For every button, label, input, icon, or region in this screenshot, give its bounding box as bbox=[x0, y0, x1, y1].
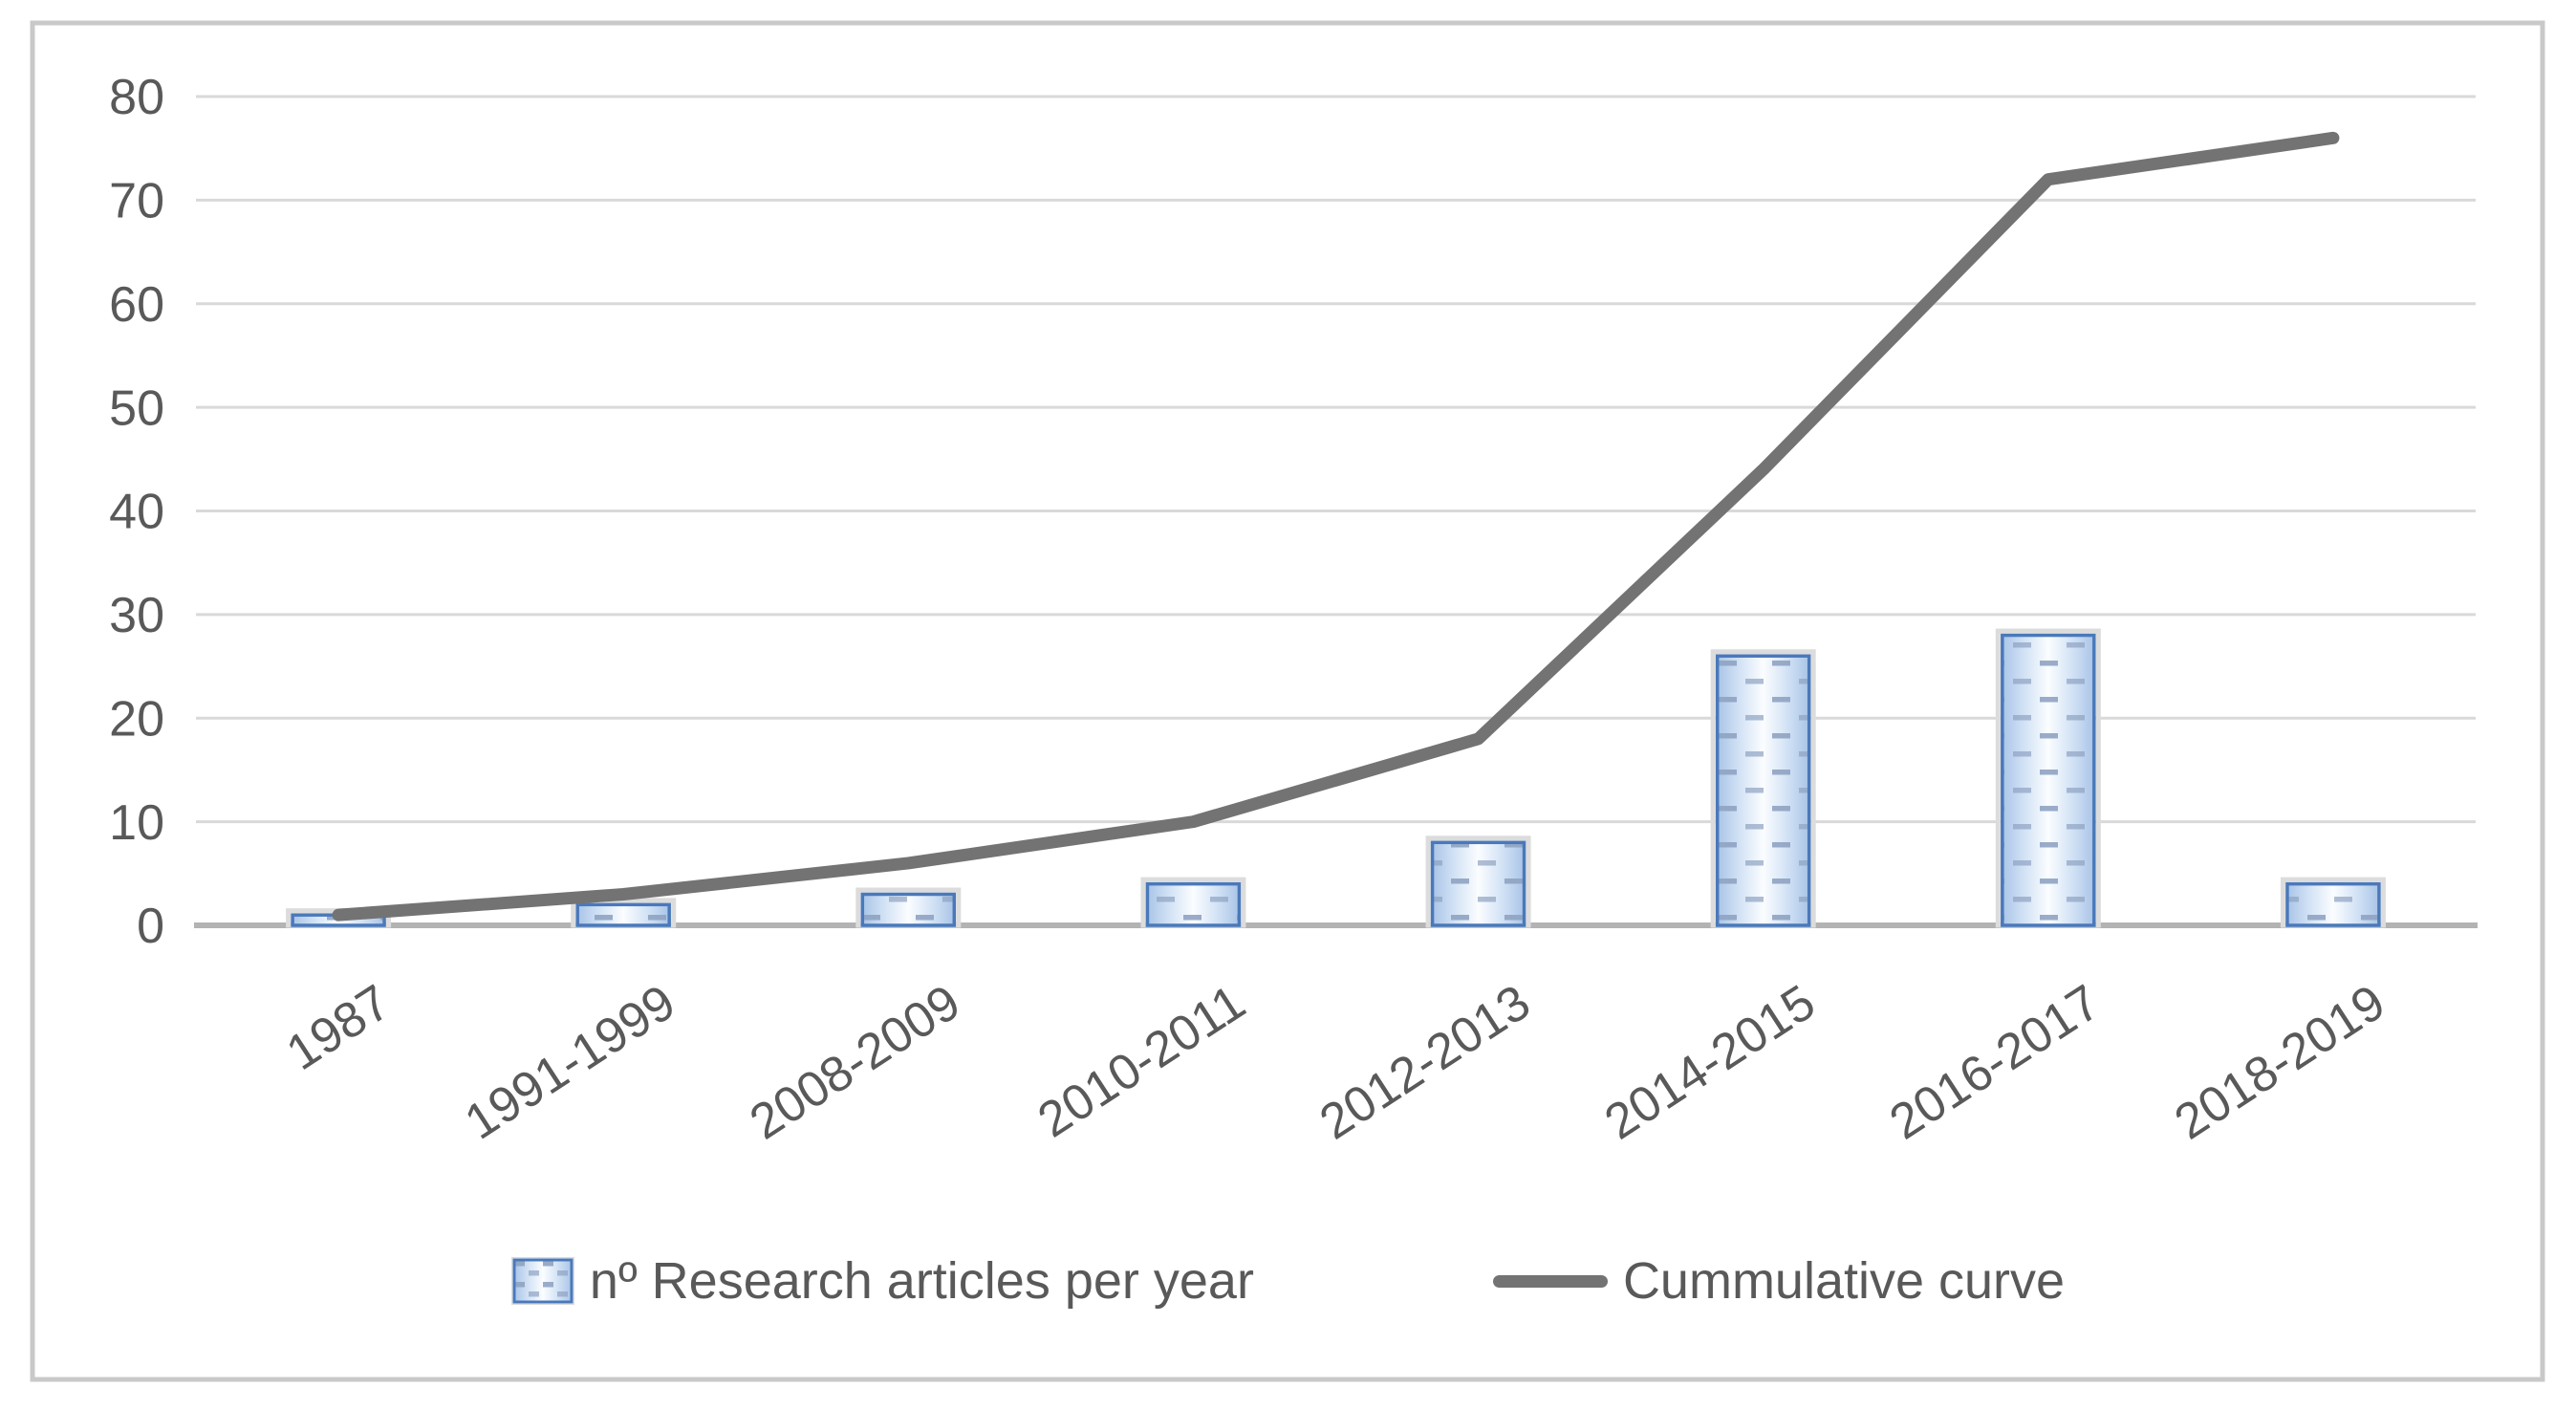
bar-border bbox=[2285, 881, 2381, 927]
y-tick-label-50: 50 bbox=[109, 380, 164, 436]
bar-2018-2019 bbox=[2280, 877, 2386, 928]
bar-border bbox=[1145, 881, 1242, 927]
bar-border bbox=[2001, 633, 2096, 927]
bar-2010-2011 bbox=[1140, 877, 1246, 928]
bar-2016-2017 bbox=[1995, 628, 2101, 928]
legend: nº Research articles per year Cummulativ… bbox=[38, 1241, 2538, 1321]
swatch-border bbox=[512, 1258, 574, 1304]
cumulative-line bbox=[332, 131, 2340, 922]
bar-border bbox=[860, 892, 957, 927]
bar-pattern bbox=[1432, 842, 1525, 925]
y-tick-label-30: 30 bbox=[109, 588, 164, 643]
y-tick-label-70: 70 bbox=[109, 174, 164, 229]
swatch-outline bbox=[510, 1257, 574, 1305]
bar-pattern bbox=[862, 894, 955, 925]
y-tick-label-20: 20 bbox=[109, 691, 164, 747]
bar-border bbox=[575, 902, 671, 927]
bar-pattern bbox=[2002, 635, 2094, 925]
bar-pattern bbox=[577, 904, 670, 925]
legend-label-bars: nº Research articles per year bbox=[589, 1252, 1254, 1310]
bar-2008-2009 bbox=[855, 887, 962, 928]
swatch-pattern bbox=[513, 1260, 572, 1302]
bar-2012-2013 bbox=[1425, 835, 1531, 928]
y-tick-label-80: 80 bbox=[109, 70, 164, 125]
legend-item-bars: nº Research articles per year bbox=[510, 1251, 1254, 1311]
bar-pattern bbox=[1147, 883, 1240, 925]
bar-border bbox=[1430, 840, 1526, 927]
y-tick-label-40: 40 bbox=[109, 485, 164, 540]
y-tick-label-10: 10 bbox=[109, 795, 164, 851]
bar-2014-2015 bbox=[1710, 649, 1816, 928]
bar-border bbox=[1715, 654, 1811, 927]
bar-1991-1999 bbox=[571, 898, 677, 928]
y-tick-label-60: 60 bbox=[109, 277, 164, 333]
bar-pattern bbox=[1717, 656, 1809, 925]
bar-pattern bbox=[2286, 883, 2379, 925]
legend-label-line: Cummulative curve bbox=[1622, 1252, 2066, 1310]
bar-series-swatch-icon bbox=[510, 1257, 574, 1305]
figure-border bbox=[30, 20, 2545, 1382]
line-series-swatch-icon bbox=[1492, 1274, 1608, 1288]
y-tick-label-0: 0 bbox=[137, 899, 164, 954]
legend-item-line: Cummulative curve bbox=[1492, 1251, 2066, 1311]
